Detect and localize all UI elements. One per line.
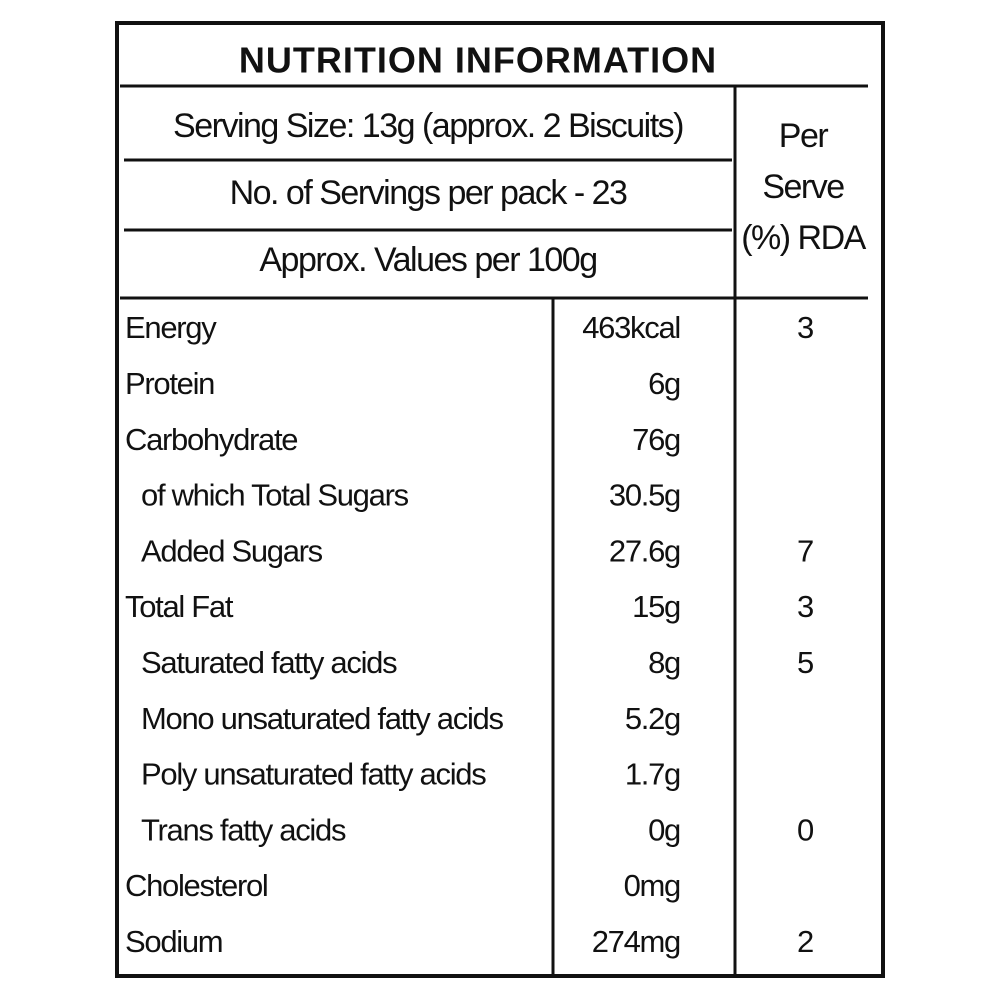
- nutrient-value: 274mg: [592, 924, 680, 959]
- nutrient-value: 27.6g: [609, 533, 680, 568]
- nutrient-name: Sodium: [125, 924, 222, 959]
- nutrient-name: Protein: [125, 366, 214, 401]
- nutrient-name: of which Total Sugars: [141, 478, 409, 513]
- nutrient-name: Total Fat: [125, 589, 234, 624]
- table-title: NUTRITION INFORMATION: [239, 40, 717, 81]
- nutrient-name: Saturated fatty acids: [141, 645, 397, 680]
- nutrient-value: 0mg: [624, 868, 680, 903]
- nutrient-name: Trans fatty acids: [141, 812, 346, 847]
- nutrient-value: 15g: [632, 589, 680, 624]
- rda-value: 3: [797, 310, 813, 345]
- rda-header: Per: [779, 117, 829, 155]
- serving-size: Serving Size: 13g (approx. 2 Biscuits): [173, 107, 683, 145]
- servings-per-pack: No. of Servings per pack - 23: [230, 174, 627, 212]
- rda-value: 0: [797, 812, 814, 847]
- nutrient-name: Energy: [125, 310, 217, 345]
- table-border: [115, 21, 885, 978]
- rda-header: (%) RDA: [741, 219, 866, 257]
- rda-header: Serve: [762, 168, 844, 206]
- nutrient-value: 6g: [648, 366, 680, 401]
- nutrient-name: Carbohydrate: [125, 422, 297, 457]
- nutrient-name: Poly unsaturated fatty acids: [141, 757, 486, 792]
- rda-value: 7: [797, 533, 813, 568]
- nutrient-value: 30.5g: [609, 478, 680, 513]
- nutrient-value: 5.2g: [625, 701, 680, 736]
- rda-value: 3: [797, 589, 813, 624]
- nutrient-value: 76g: [632, 422, 680, 457]
- nutrient-value: 1.7g: [625, 757, 680, 792]
- nutrient-value: 0g: [648, 812, 680, 847]
- nutrient-value: 8g: [648, 645, 680, 680]
- nutrient-name: Mono unsaturated fatty acids: [141, 701, 503, 736]
- nutrient-value: 463kcal: [582, 310, 680, 345]
- rda-value: 5: [797, 645, 813, 680]
- rda-value: 2: [797, 924, 813, 959]
- nutrient-name: Added Sugars: [141, 533, 323, 568]
- values-basis: Approx. Values per 100g: [259, 241, 596, 279]
- nutrient-name: Cholesterol: [125, 868, 268, 903]
